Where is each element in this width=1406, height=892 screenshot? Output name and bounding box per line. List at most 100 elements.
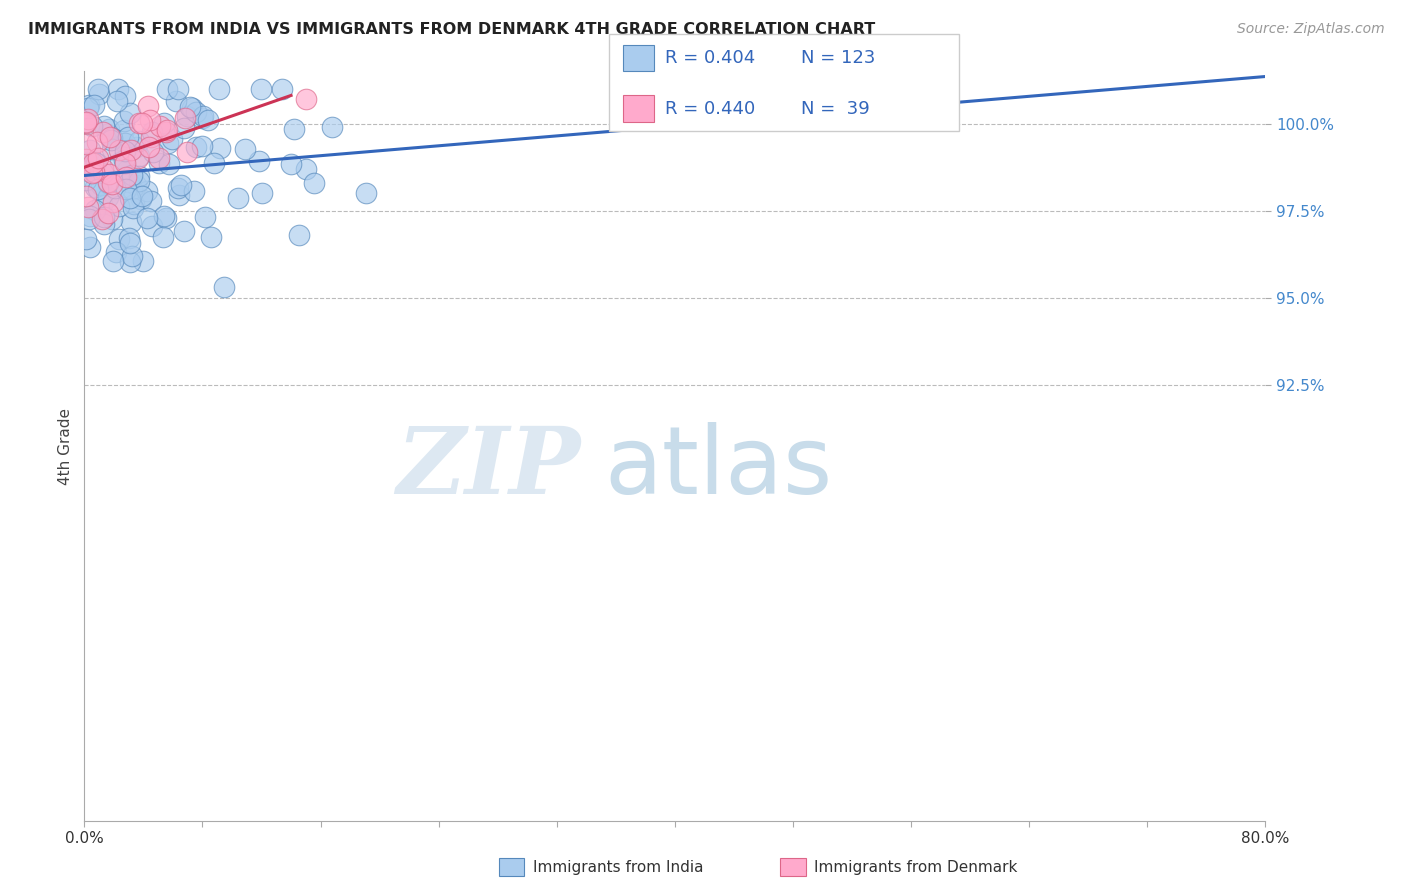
Point xyxy=(121,169,143,183)
Point xyxy=(107,199,129,213)
Point xyxy=(108,154,131,169)
Point xyxy=(122,197,145,211)
Point xyxy=(209,141,232,155)
Point xyxy=(167,188,190,202)
Point xyxy=(204,156,226,170)
Text: N =  39: N = 39 xyxy=(801,100,870,118)
Point xyxy=(141,219,163,233)
Point xyxy=(152,116,174,130)
Point xyxy=(112,123,135,137)
Point xyxy=(108,143,131,157)
Point xyxy=(212,280,235,294)
Point xyxy=(191,111,214,125)
Point xyxy=(101,212,124,227)
Point xyxy=(82,166,104,180)
Point xyxy=(294,161,316,176)
Point xyxy=(148,152,170,166)
Point xyxy=(138,140,160,154)
Point xyxy=(155,126,177,140)
Point xyxy=(122,201,145,215)
Point xyxy=(75,188,97,202)
Point xyxy=(107,82,129,96)
Point xyxy=(84,156,107,170)
Point xyxy=(354,186,377,201)
Point xyxy=(75,232,97,246)
Point xyxy=(83,165,105,179)
Point xyxy=(97,190,120,204)
Point xyxy=(128,116,150,130)
Point xyxy=(197,112,219,127)
Point xyxy=(183,184,205,198)
Point xyxy=(166,82,188,96)
Point xyxy=(128,134,150,148)
Point xyxy=(82,156,104,170)
Point xyxy=(156,122,179,136)
Point xyxy=(167,181,190,195)
Point xyxy=(77,212,100,227)
Point xyxy=(173,120,195,135)
Point xyxy=(120,105,142,120)
Point xyxy=(91,162,114,177)
Point xyxy=(97,176,120,190)
Point xyxy=(90,178,112,192)
Point xyxy=(75,173,97,187)
Point xyxy=(91,197,114,211)
Point xyxy=(118,231,141,245)
Point xyxy=(105,245,128,260)
Point xyxy=(75,115,97,129)
Point xyxy=(226,191,249,205)
Point xyxy=(302,176,325,190)
Point xyxy=(165,94,187,108)
Point xyxy=(121,182,143,196)
Point xyxy=(114,170,136,185)
Point xyxy=(128,174,150,188)
Point xyxy=(149,120,172,134)
Point xyxy=(120,191,142,205)
Point xyxy=(153,210,176,224)
Point xyxy=(156,82,179,96)
Point xyxy=(184,104,207,119)
Point xyxy=(98,121,121,136)
Point xyxy=(100,142,122,156)
Text: R = 0.404: R = 0.404 xyxy=(665,49,755,67)
Point xyxy=(90,212,112,227)
Point xyxy=(114,182,136,196)
Point xyxy=(120,215,142,229)
Point xyxy=(97,175,120,189)
Point xyxy=(83,165,105,179)
Point xyxy=(79,143,101,157)
Text: N = 123: N = 123 xyxy=(801,49,876,67)
Point xyxy=(118,255,141,269)
Point xyxy=(155,211,177,226)
Point xyxy=(77,200,100,214)
Point xyxy=(176,145,198,160)
Point xyxy=(181,101,204,115)
Point xyxy=(107,231,129,245)
Point xyxy=(79,240,101,254)
Point xyxy=(87,87,110,101)
Point xyxy=(169,178,191,192)
Point xyxy=(77,101,100,115)
Point xyxy=(184,140,207,154)
Point xyxy=(114,155,136,169)
Point xyxy=(139,130,162,145)
Point xyxy=(128,149,150,163)
Point xyxy=(127,151,149,165)
Point xyxy=(77,112,100,126)
Point xyxy=(120,143,142,157)
Point xyxy=(79,97,101,112)
Point xyxy=(97,206,120,220)
Text: IMMIGRANTS FROM INDIA VS IMMIGRANTS FROM DENMARK 4TH GRADE CORRELATION CHART: IMMIGRANTS FROM INDIA VS IMMIGRANTS FROM… xyxy=(28,22,876,37)
Point xyxy=(131,116,153,130)
Point xyxy=(96,128,118,142)
Point xyxy=(86,135,108,149)
Point xyxy=(136,211,159,225)
Point xyxy=(118,175,141,189)
Point xyxy=(93,217,115,231)
Point xyxy=(101,195,124,210)
Point xyxy=(125,178,148,193)
Point xyxy=(101,177,124,191)
Point xyxy=(148,155,170,169)
Text: Immigrants from Denmark: Immigrants from Denmark xyxy=(814,860,1018,874)
Point xyxy=(86,82,108,96)
